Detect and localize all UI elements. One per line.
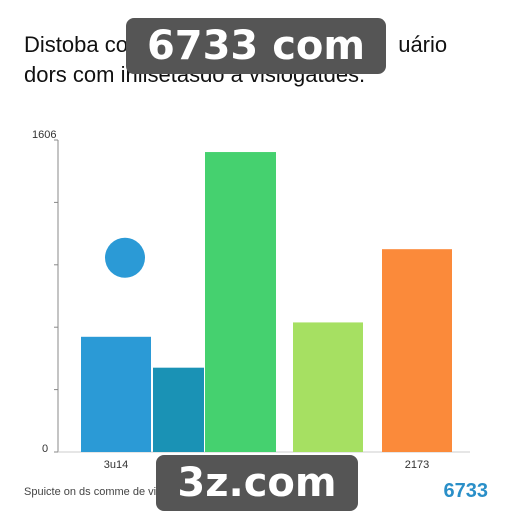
x-tick-label: 2173 <box>405 459 429 471</box>
bar-5 <box>382 249 452 452</box>
brand-label: 6733 <box>443 480 489 502</box>
chart-title: Distoba co uário dors com inilsetasdo a … <box>24 30 494 90</box>
watermark-bottom: 3z.com <box>156 455 358 511</box>
y-tick-label-top: 1606 <box>32 129 56 141</box>
bar-4 <box>293 322 363 452</box>
x-tick-label: 3u14 <box>104 459 128 471</box>
footnote: Spuicte on ds comme de vi <box>24 486 157 498</box>
bar-1 <box>81 336 151 452</box>
title-line1-tail: uário <box>398 32 448 57</box>
watermark-top: 6733 com <box>126 18 386 74</box>
bar-marker-circle <box>105 237 145 278</box>
y-tick-label-zero: 0 <box>42 443 48 455</box>
bar-3 <box>205 152 276 452</box>
title-line1: Distoba co <box>24 32 128 57</box>
bar-2 <box>153 367 204 452</box>
